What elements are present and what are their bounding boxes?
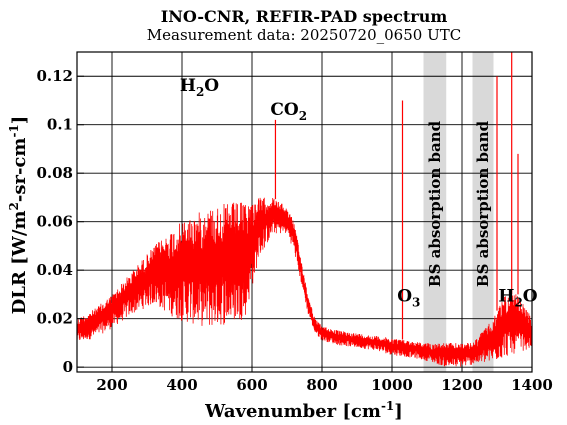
- y-tick-label-4: 0.08: [36, 164, 73, 182]
- annotation-co2: CO2: [270, 100, 307, 123]
- y-tick-label-0: 0: [63, 358, 73, 376]
- chart-subtitle: Measurement data: 20250720_0650 UTC: [147, 26, 461, 44]
- x-tick-label-5: 1200: [441, 376, 483, 394]
- absorption-band-2: [472, 52, 494, 372]
- y-axis-ticks: 0 0.02 0.04 0.06 0.08 0.1 0.12: [36, 67, 84, 376]
- grid-lines: [77, 52, 532, 372]
- y-tick-label-2: 0.04: [36, 261, 73, 279]
- x-axis-label: Wavenumber [cm-1]: [204, 399, 403, 422]
- band-label-2: BS absorption band: [474, 120, 492, 287]
- absorption-band-1: [423, 52, 447, 372]
- absorption-bands: BS absorption band BS absorption band: [423, 52, 494, 372]
- spectrum-series: [77, 52, 532, 367]
- y-tick-label-3: 0.06: [36, 213, 73, 231]
- chart-title: INO-CNR, REFIR-PAD spectrum: [161, 7, 448, 26]
- x-tick-label-3: 800: [306, 376, 337, 394]
- annotation-h2o-right: H2O: [498, 287, 537, 310]
- band-label-1: BS absorption band: [426, 120, 444, 287]
- x-tick-label-4: 1000: [371, 376, 413, 394]
- y-tick-label-6: 0.12: [36, 67, 73, 85]
- x-tick-label-0: 200: [96, 376, 127, 394]
- x-axis-ticks: 200 400 600 800 1000 1200 1400: [96, 365, 553, 394]
- annotation-h2o-left: H2O: [180, 76, 219, 99]
- annotation-o3: O3: [397, 287, 420, 310]
- plot-frame: [76, 51, 533, 373]
- spectrum-line: [77, 197, 532, 367]
- x-tick-label-2: 600: [236, 376, 267, 394]
- x-tick-label-6: 1400: [511, 376, 553, 394]
- y-tick-label-5: 0.1: [47, 116, 73, 134]
- y-axis-label: DLR [W/m2-sr-cm-1]: [7, 116, 30, 315]
- x-tick-label-1: 400: [166, 376, 197, 394]
- gas-annotations: H2O CO2 O3 H2O: [180, 76, 538, 310]
- y-tick-label-1: 0.02: [36, 310, 73, 328]
